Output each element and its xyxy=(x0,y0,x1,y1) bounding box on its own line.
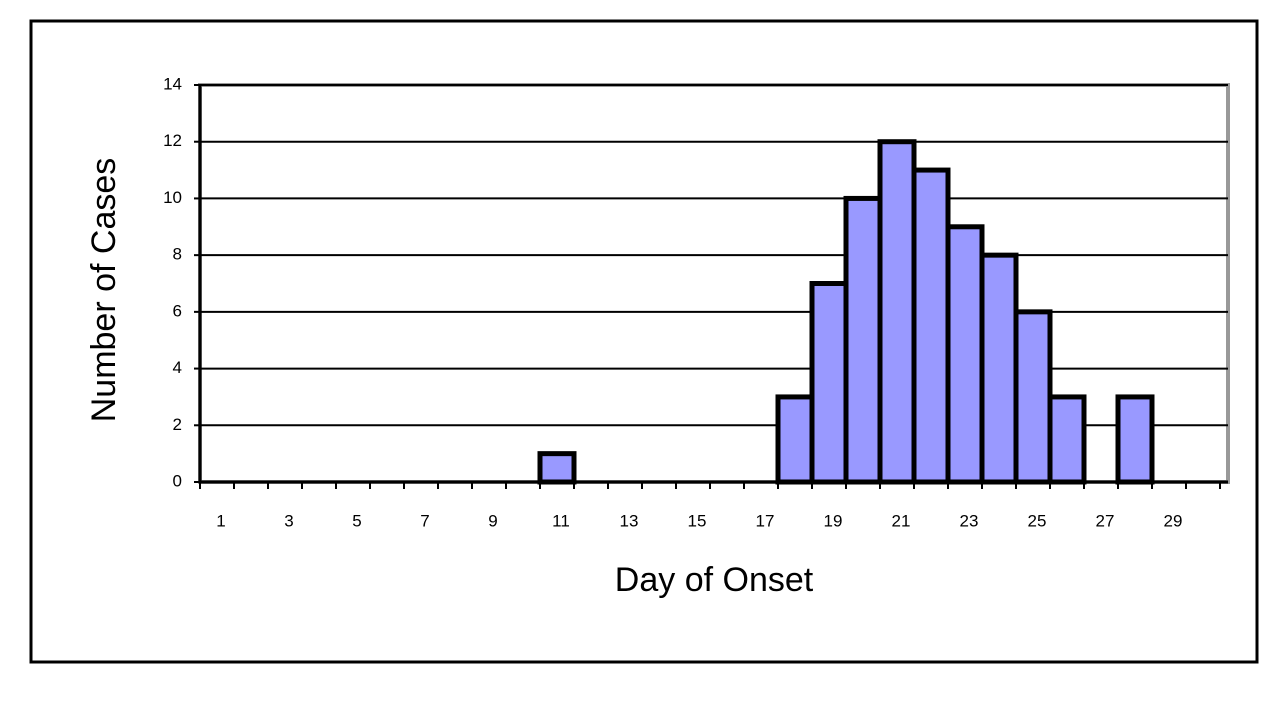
bar xyxy=(775,394,815,485)
x-tick-label: 7 xyxy=(420,511,429,530)
y-axis-title: Number of Cases xyxy=(85,158,123,423)
bar xyxy=(911,167,951,485)
bar xyxy=(1115,394,1155,485)
x-tick-label: 5 xyxy=(352,511,361,530)
x-tick-label: 25 xyxy=(1028,511,1047,530)
y-tick-label: 8 xyxy=(173,245,182,264)
x-tick-label: 15 xyxy=(688,511,707,530)
y-tick-label: 0 xyxy=(173,471,182,490)
y-tick-label: 4 xyxy=(173,358,182,377)
x-tick-label: 17 xyxy=(756,511,775,530)
x-tick-label: 23 xyxy=(960,511,979,530)
bar xyxy=(945,224,985,485)
x-tick-label: 21 xyxy=(892,511,911,530)
x-tick-label: 19 xyxy=(824,511,843,530)
x-axis-title: Day of Onset xyxy=(615,561,814,599)
x-tick-label: 3 xyxy=(284,511,293,530)
x-tick-label: 11 xyxy=(552,511,570,530)
bar xyxy=(1013,309,1053,485)
bar xyxy=(1047,394,1087,485)
bar xyxy=(537,451,577,485)
bar xyxy=(979,252,1019,485)
x-tick-label: 1 xyxy=(216,511,225,530)
chart-frame xyxy=(29,19,1259,664)
bar xyxy=(843,195,883,485)
bar xyxy=(809,281,849,485)
x-tick-label: 29 xyxy=(1164,511,1183,530)
y-tick-label: 6 xyxy=(173,301,182,320)
x-tick-label: 13 xyxy=(620,511,639,530)
x-tick-label: 9 xyxy=(488,511,497,530)
y-tick-label: 12 xyxy=(163,131,182,150)
y-tick-label: 10 xyxy=(163,188,182,207)
y-tick-label: 14 xyxy=(163,74,182,93)
x-tick-label: 27 xyxy=(1096,511,1115,530)
y-tick-label: 2 xyxy=(173,415,182,434)
bar xyxy=(877,139,917,485)
